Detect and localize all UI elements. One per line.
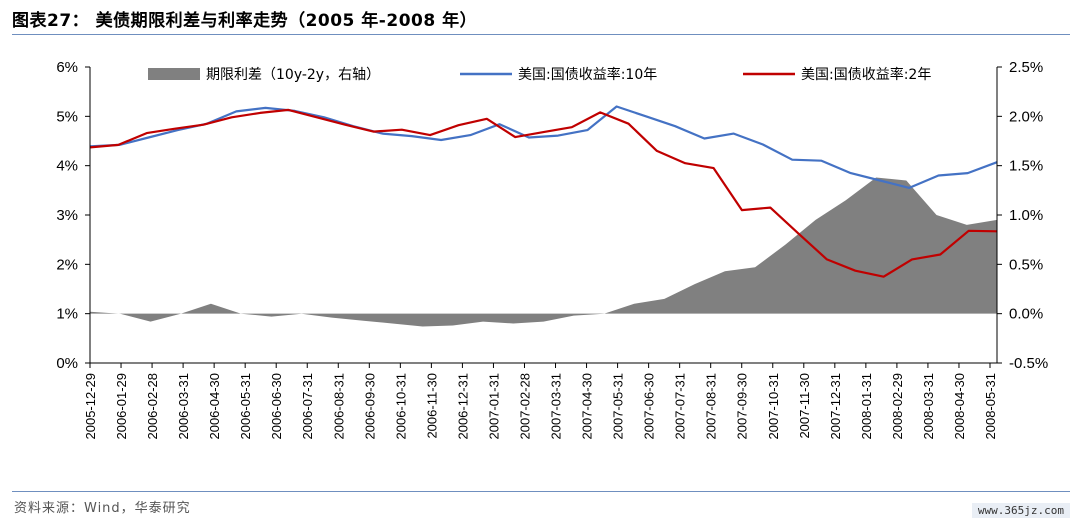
- x-axis-tick-label: 2006-06-30: [269, 373, 284, 440]
- legend-swatch-spread: [148, 68, 200, 80]
- spread-area-series: [90, 177, 997, 327]
- right-axis-tick-label: 1.5%: [1009, 158, 1043, 175]
- legend-label-2y: 美国:国债收益率:2年: [801, 66, 931, 83]
- yield-2y-line: [89, 108, 998, 278]
- x-axis-tick-label: 2006-02-28: [145, 373, 160, 440]
- x-axis-tick-label: 2006-10-31: [393, 373, 408, 440]
- x-axis-tick-label: 2007-03-31: [549, 373, 564, 440]
- left-axis-tick-label: 4%: [56, 158, 78, 175]
- footer-rule: [12, 491, 1070, 492]
- x-axis-tick-label: 2007-02-28: [517, 373, 532, 440]
- x-axis-tick-label: 2006-12-31: [455, 373, 470, 440]
- left-axis-tick-label: 5%: [56, 108, 78, 125]
- x-axis-tick-label: 2006-07-31: [300, 373, 315, 440]
- x-axis-tick-label: 2008-03-31: [921, 373, 936, 440]
- x-axis-tick-label: 2007-04-30: [580, 373, 595, 440]
- right-axis-tick-label: 0.0%: [1009, 306, 1043, 323]
- x-axis-tick-label: 2007-01-31: [486, 373, 501, 440]
- plot-area: 0% 1% 2% 3% 4% 5% 6% -0.5% 0.0% 0.5% 1.0% 1.5% 2.0% 2…: [56, 59, 1048, 440]
- x-axis-tick-label: 2006-03-31: [176, 373, 191, 440]
- x-axis-tick-label: 2006-04-30: [207, 373, 222, 440]
- legend-label-10y: 美国:国债收益率:10年: [518, 66, 657, 83]
- x-axis-tick-label: 2008-02-29: [890, 373, 905, 440]
- x-axis-tick-label: 2005-12-29: [83, 373, 98, 440]
- x-axis-tick-label: 2007-10-31: [766, 373, 781, 440]
- x-axis-tick-label: 2007-12-31: [828, 373, 843, 440]
- x-axis-tick-label: 2006-08-31: [331, 373, 346, 440]
- x-axis-tick-label: 2007-07-31: [673, 373, 688, 440]
- right-axis-tick-label: 2.5%: [1009, 59, 1043, 76]
- x-axis-tick-label: 2006-01-29: [114, 373, 129, 440]
- left-axis-tick-label: 6%: [56, 59, 78, 76]
- x-axis-tick-label: 2007-11-30: [797, 373, 812, 439]
- watermark: www.365jz.com: [971, 503, 1070, 518]
- x-axis-tick-label: 2007-05-31: [611, 373, 626, 440]
- page-title: 图表27： 美债期限利差与利率走势（2005 年-2008 年）: [12, 11, 478, 31]
- x-axis-tick-label: 2008-04-30: [952, 373, 967, 440]
- legend-label-spread: 期限利差（10y-2y，右轴）: [206, 67, 380, 83]
- left-axis-tick-label: 0%: [56, 355, 78, 372]
- left-axis-tick-label: 1%: [56, 306, 78, 323]
- right-axis-tick-label: 1.0%: [1009, 207, 1043, 224]
- x-axis-tick-label: 2008-01-31: [859, 373, 874, 440]
- left-axis-tick-label: 2%: [56, 256, 78, 273]
- x-axis-tick-label: 2008-05-31: [983, 373, 998, 440]
- x-axis-tick-label: 2006-09-30: [362, 373, 377, 440]
- left-axis-tick-label: 3%: [56, 207, 78, 224]
- right-axis-tick-label: 2.0%: [1009, 108, 1043, 125]
- right-axis-tick-label: -0.5%: [1009, 355, 1048, 372]
- x-axis-tick-label: 2007-09-30: [735, 373, 750, 440]
- source-note: 资料来源：Wind，华泰研究: [14, 501, 191, 516]
- yield-10y-line: [89, 105, 998, 189]
- x-axis-tick-label: 2007-08-31: [704, 373, 719, 440]
- x-axis-tick-label: 2006-11-30: [424, 373, 439, 439]
- right-axis-tick-label: 0.5%: [1009, 256, 1043, 273]
- x-axis-tick-label: 2006-05-31: [238, 373, 253, 440]
- title-rule: [12, 34, 1070, 35]
- x-axis-tick-label: 2007-06-30: [642, 373, 657, 440]
